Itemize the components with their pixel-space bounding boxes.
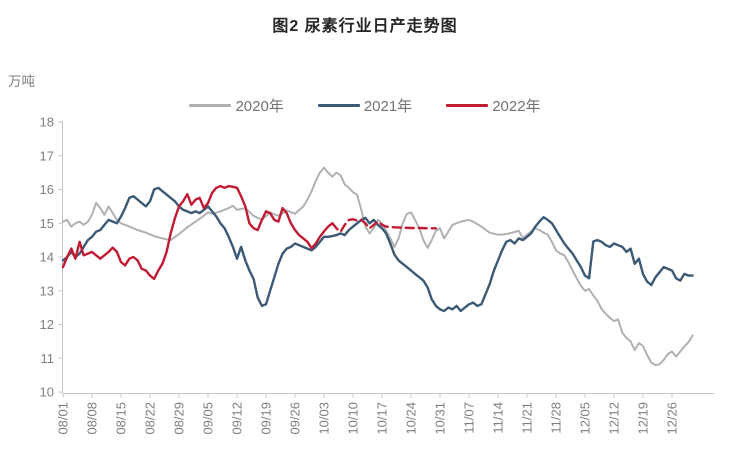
x-tick-label: 12/05 (578, 402, 593, 435)
legend-item-2021: 2021年 (317, 95, 413, 116)
legend-label-2020: 2020年 (235, 98, 284, 115)
y-tick-label: 11 (41, 351, 55, 366)
y-tick-label: 12 (40, 317, 54, 332)
x-tick-label: 12/26 (665, 402, 680, 435)
chart-title: 图2 尿素行业日产走势图 (272, 18, 458, 35)
y-axis-unit-label: 万吨 (8, 74, 35, 89)
series-s2020 (62, 166, 694, 366)
x-tick-label: 11/07 (462, 402, 477, 434)
x-tick-label: 09/05 (201, 402, 216, 435)
y-tick-label: 13 (40, 283, 54, 298)
x-tick-label: 08/01 (56, 402, 71, 435)
y-tick-label: 17 (40, 148, 54, 163)
y-tick-label: 15 (40, 216, 54, 231)
x-tick-label: 08/22 (143, 402, 158, 435)
y-tick-label: 10 (40, 385, 54, 400)
x-tick-label: 09/26 (288, 402, 303, 435)
legend-item-2022: 2022年 (446, 95, 541, 116)
x-tick-label: 10/10 (346, 402, 361, 435)
x-tick-label: 09/12 (230, 402, 245, 435)
legend-line-2022-icon (446, 104, 489, 107)
legend-item-2020: 2020年 (189, 95, 284, 116)
legend-line-2021-icon (317, 104, 360, 107)
x-tick-label: 08/08 (85, 402, 100, 435)
x-tick-label: 10/31 (433, 402, 448, 435)
series-s2022 (61, 184, 334, 281)
legend-label-2021: 2021年 (363, 98, 413, 115)
chart-legend: 2020年 2021年 2022年 (0, 95, 730, 116)
legend-label-2022: 2022年 (492, 98, 541, 115)
y-tick-label: 16 (40, 182, 54, 197)
y-tick-label: 14 (40, 250, 54, 265)
x-tick-label: 09/19 (259, 402, 274, 435)
series-s2021 (61, 186, 694, 313)
y-tick-label: 18 (40, 115, 54, 130)
x-tick-label: 08/15 (114, 402, 129, 435)
x-tick-label: 11/21 (520, 402, 535, 434)
x-tick-label: 10/03 (317, 402, 332, 435)
x-tick-label: 10/17 (375, 402, 390, 435)
x-tick-label: 10/24 (404, 402, 419, 435)
x-tick-label: 11/14 (491, 402, 506, 434)
x-tick-label: 12/12 (607, 402, 622, 435)
x-tick-label: 12/19 (636, 402, 651, 435)
x-tick-label: 11/28 (549, 402, 564, 434)
x-tick-label: 08/29 (172, 402, 187, 435)
series-s2022-dashed (331, 217, 438, 233)
legend-line-2020-icon (189, 104, 232, 107)
